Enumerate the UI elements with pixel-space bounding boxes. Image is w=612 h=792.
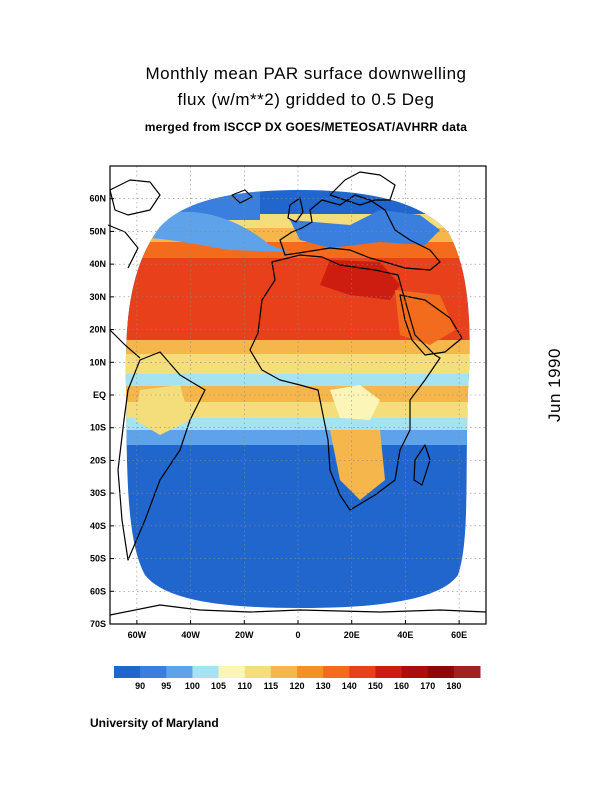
lat-tick-label: 30S: [90, 488, 106, 498]
lon-tick-label: 60E: [451, 630, 467, 640]
colorbar-swatch: [323, 666, 350, 678]
colorbar-swatch: [114, 666, 141, 678]
north-america-coast: [107, 224, 139, 269]
colorbar-swatch: [192, 666, 220, 678]
north-atlantic-storm-blue: [150, 211, 290, 252]
footer-credit: University of Maryland: [90, 716, 219, 730]
lon-tick-label: 20E: [344, 630, 360, 640]
coastlines: [107, 171, 487, 616]
lat-tick-label: 40S: [90, 521, 106, 531]
amazon-yellow: [135, 385, 190, 435]
itcz-cyan: [125, 372, 470, 386]
colorbar-label: 130: [316, 681, 331, 691]
latitude-axis: 60N 50N 40N 30N 20N 10N EQ 10S 20S 30S 40S 50S 60S 70…: [89, 194, 114, 629]
africa-coast: [249, 254, 441, 511]
colorbar-swatch: [140, 666, 167, 678]
colorbar-label: 140: [342, 681, 357, 691]
lat-tick-label: 50N: [89, 226, 106, 236]
colorbar-swatch: [453, 666, 481, 678]
lat-tick-label: 70S: [90, 619, 106, 629]
south-africa-orange: [330, 430, 385, 500]
europe-cloud-blue: [290, 210, 440, 248]
colorbar-swatch: [349, 666, 376, 678]
lon-tick-label: 0: [295, 630, 300, 640]
south-america-coast: [117, 351, 206, 561]
lat-tick-label: EQ: [93, 390, 106, 400]
lat-tick-label: 10S: [90, 423, 106, 433]
lat-tick-label: 30N: [89, 292, 106, 302]
par-field: [125, 190, 470, 608]
colorbar-swatch: [166, 666, 193, 678]
colorbar-label: 105: [211, 681, 226, 691]
map-title-line-1: Monthly mean PAR surface downwelling: [145, 64, 467, 83]
colorbar-label: 100: [185, 681, 200, 691]
colorbar-swatch: [401, 666, 429, 678]
colorbar-swatch: [218, 666, 246, 678]
longitude-axis: 60W 40W 20W 0 20E 40E 60E: [128, 620, 467, 640]
colorbar-swatch: [297, 666, 324, 678]
lat-tick-label: 60N: [89, 194, 106, 204]
colorbar-swatch: [375, 666, 403, 678]
colorbar-label: 120: [289, 681, 304, 691]
sahara-dark-red: [320, 260, 400, 300]
lon-tick-label: 20W: [235, 630, 254, 640]
central-america-coast: [109, 329, 141, 359]
colorbar-label: 95: [161, 681, 171, 691]
lon-tick-label: 60W: [128, 630, 147, 640]
colorbar-label: 180: [446, 681, 461, 691]
band-yellow-north: [125, 352, 470, 374]
lat-tick-label: 50S: [90, 554, 106, 564]
arabia-red: [395, 290, 455, 345]
lon-tick-label: 40W: [181, 630, 200, 640]
band-orange-south: [125, 384, 470, 402]
lat-tick-label: 20S: [90, 455, 106, 465]
scandinavia-coast: [329, 171, 396, 206]
lat-tick-label: 10N: [89, 357, 106, 367]
madagascar-coast: [413, 444, 431, 486]
map-subtitle: merged from ISCCP DX GOES/METEOSAT/AVHRR…: [144, 120, 468, 134]
lat-tick-label: 60S: [90, 586, 106, 596]
lat-tick-label: 20N: [89, 325, 106, 335]
congo-yellow: [330, 385, 380, 420]
greenland-coast: [109, 179, 161, 216]
iberia-europe-coast: [279, 194, 441, 271]
colorbar-label: 90: [135, 681, 145, 691]
colorbar: 90 95 100 105 110 115 120 130 140 150 160 170 180: [114, 666, 481, 691]
colorbar-label: 150: [368, 681, 383, 691]
arabia-coast: [399, 294, 463, 356]
british-isles-coast: [287, 197, 304, 223]
colorbar-swatch: [244, 666, 272, 678]
lat-tick-label: 40N: [89, 259, 106, 269]
lon-tick-label: 40E: [397, 630, 413, 640]
map-title-line-2: flux (w/m**2) gridded to 0.5 Deg: [177, 90, 435, 109]
colorbar-swatch: [427, 666, 455, 678]
colorbar-label: 160: [394, 681, 409, 691]
antarctic-coast: [109, 604, 487, 616]
colorbar-label: 110: [237, 681, 252, 691]
colorbar-swatch: [270, 666, 298, 678]
colorbar-label: 170: [420, 681, 435, 691]
iceland-coast: [231, 189, 253, 204]
colorbar-label: 115: [264, 681, 279, 691]
